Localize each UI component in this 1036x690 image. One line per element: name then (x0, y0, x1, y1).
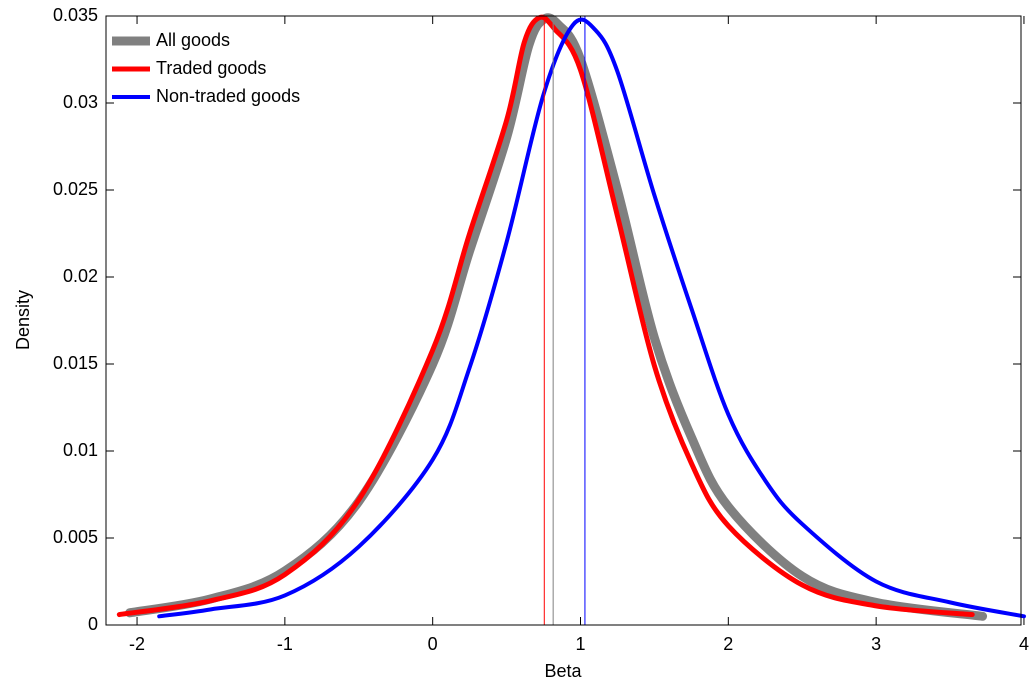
x-tick-label: 3 (871, 634, 881, 654)
density-line (125, 13, 988, 621)
x-tick-label: 0 (428, 634, 438, 654)
density-line (157, 17, 1026, 619)
y-tick-label: 0.01 (63, 440, 98, 460)
plot-frame (105, 15, 1022, 626)
y-tick-label: 0.005 (53, 527, 98, 547)
x-axis-label: Beta (544, 661, 582, 681)
y-tick-label: 0.02 (63, 266, 98, 286)
y-tick-label: 0 (88, 614, 98, 634)
y-axis-label: Density (13, 290, 33, 350)
x-tick-label: 1 (575, 634, 585, 654)
legend-label: Traded goods (156, 58, 266, 78)
x-tick-label: 4 (1019, 634, 1029, 654)
y-tick-label: 0.025 (53, 179, 98, 199)
x-tick-label: -2 (129, 634, 145, 654)
y-tick-label: 0.035 (53, 5, 98, 25)
density-line (116, 14, 975, 618)
x-tick-label: 2 (723, 634, 733, 654)
y-tick-label: 0.015 (53, 353, 98, 373)
legend-label: Non-traded goods (156, 86, 300, 106)
y-tick-label: 0.03 (63, 92, 98, 112)
x-tick-label: -1 (277, 634, 293, 654)
legend-label: All goods (156, 30, 230, 50)
